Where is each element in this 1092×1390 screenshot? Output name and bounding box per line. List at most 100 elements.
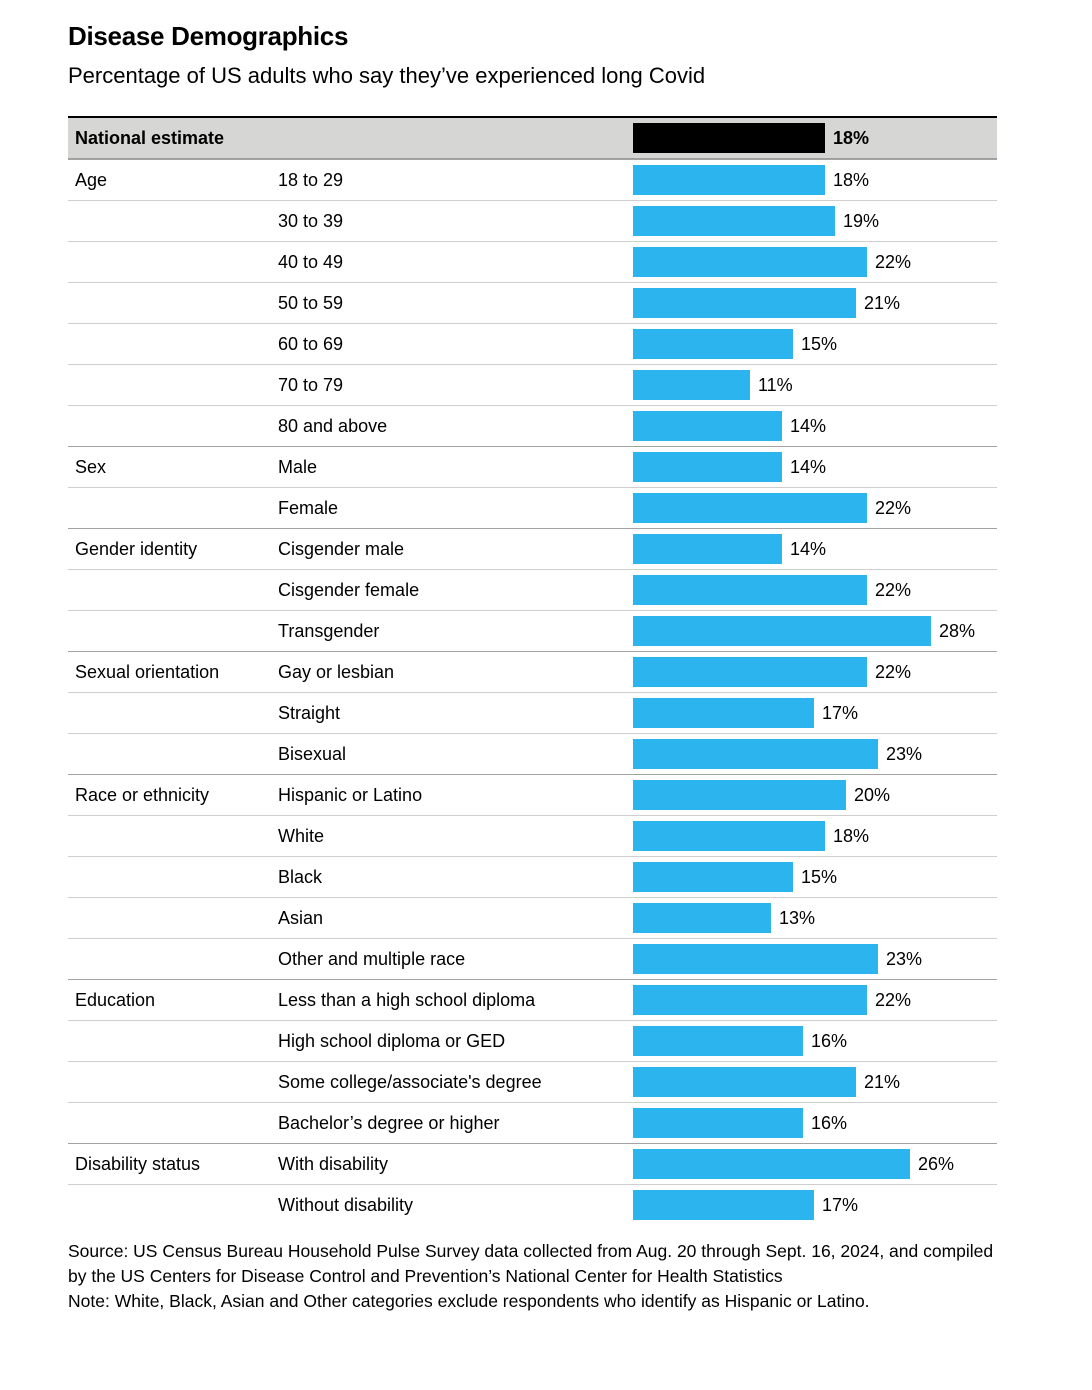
table-row: Gender identity Cisgender male 14% <box>68 528 997 569</box>
table-row: Black 15% <box>68 856 997 897</box>
item-label: Cisgender female <box>278 579 420 600</box>
value-label: 14% <box>790 415 827 436</box>
table-row: 30 to 39 19% <box>68 200 997 241</box>
bar <box>633 452 782 483</box>
bar-cell: 22% <box>633 570 997 610</box>
bar <box>633 780 846 811</box>
value-label: 18% <box>833 825 870 846</box>
value-label: 20% <box>854 784 891 805</box>
bar <box>633 411 782 442</box>
demographics-table: National estimate 18% Age 18 to 29 18% 30 t… <box>68 116 997 1225</box>
value-label: 22% <box>875 251 912 272</box>
table-row: Transgender 28% <box>68 610 997 651</box>
item-label: Cisgender male <box>278 538 405 559</box>
bar <box>633 288 856 319</box>
bar <box>633 1067 856 1098</box>
value-label: 17% <box>822 1194 859 1215</box>
bar <box>633 206 835 237</box>
table-row: 80 and above 14% <box>68 405 997 446</box>
bar-cell: 14% <box>633 447 997 487</box>
group-label: Race or ethnicity <box>75 784 210 805</box>
value-label: 11% <box>758 374 793 395</box>
bar-cell: 28% <box>633 611 997 651</box>
bar-cell: 22% <box>633 652 997 692</box>
group-label: Age <box>75 169 108 190</box>
table-row: High school diploma or GED 16% <box>68 1020 997 1061</box>
table-row: Asian 13% <box>68 897 997 938</box>
value-label: 14% <box>790 456 827 477</box>
bar-cell: 17% <box>633 693 997 733</box>
bar-cell: 21% <box>633 1062 997 1102</box>
bar-cell: 15% <box>633 324 997 364</box>
bar-cell: 23% <box>633 939 997 979</box>
item-label: Hispanic or Latino <box>278 784 423 805</box>
chart-title: Disease Demographics <box>68 21 349 51</box>
table-row: 60 to 69 15% <box>68 323 997 364</box>
table-row: Bisexual 23% <box>68 733 997 774</box>
value-label: 17% <box>822 702 859 723</box>
bar <box>633 493 867 524</box>
value-label: 15% <box>801 866 838 887</box>
bar-cell: 14% <box>633 406 997 446</box>
value-label: 22% <box>875 661 912 682</box>
table-row: 40 to 49 22% <box>68 241 997 282</box>
value-label: 23% <box>886 948 923 969</box>
bar <box>633 616 931 647</box>
item-label: Less than a high school diploma <box>278 989 536 1010</box>
item-label: 50 to 59 <box>278 292 344 313</box>
value-label: 26% <box>918 1153 955 1174</box>
item-label: 70 to 79 <box>278 374 344 395</box>
table-row: Straight 17% <box>68 692 997 733</box>
bar-cell: 22% <box>633 488 997 528</box>
table-body: Age 18 to 29 18% 30 to 39 19% 40 to 49 22% 50 t… <box>68 159 997 1225</box>
bar-cell: 18% <box>633 816 997 856</box>
value-label: 22% <box>875 497 912 518</box>
bar-cell: 19% <box>633 201 997 241</box>
bar-cell: 20% <box>633 775 997 815</box>
bar-cell: 26% <box>633 1144 997 1184</box>
bar <box>633 1149 910 1180</box>
item-label: 40 to 49 <box>278 251 344 272</box>
bar <box>633 329 793 360</box>
bar-cell: 22% <box>633 242 997 282</box>
value-label: 19% <box>843 210 880 231</box>
bar-cell: 16% <box>633 1103 997 1143</box>
table-row: White 18% <box>68 815 997 856</box>
bar <box>633 903 771 934</box>
bar <box>633 739 878 770</box>
item-label: Black <box>278 866 323 887</box>
item-label: 18 to 29 <box>278 169 344 190</box>
table-row: Sex Male 14% <box>68 446 997 487</box>
value-label: 28% <box>939 620 976 641</box>
table-row: Bachelor’s degree or higher 16% <box>68 1102 997 1143</box>
chart-subtitle: Percentage of US adults who say they’ve … <box>68 62 706 88</box>
value-label: 16% <box>811 1030 848 1051</box>
item-label: Female <box>278 497 339 518</box>
table-row: Some college/associate's degree 21% <box>68 1061 997 1102</box>
bar-cell: 18% <box>633 160 997 200</box>
item-label: White <box>278 825 325 846</box>
national-estimate-bar <box>633 123 825 154</box>
bar-cell: 17% <box>633 1185 997 1225</box>
group-label: Sex <box>75 456 107 477</box>
value-label: 21% <box>864 1071 901 1092</box>
item-label: Bachelor’s degree or higher <box>278 1112 500 1133</box>
value-label: 13% <box>779 907 816 928</box>
item-label: Male <box>278 456 318 477</box>
table-row: Female 22% <box>68 487 997 528</box>
bar <box>633 698 814 729</box>
table-row: Race or ethnicity Hispanic or Latino 20% <box>68 774 997 815</box>
source-note: Source: US Census Bureau Household Pulse… <box>68 1241 994 1287</box>
group-label: Disability status <box>75 1153 201 1174</box>
bar-cell: 22% <box>633 980 997 1020</box>
bar-cell: 13% <box>633 898 997 938</box>
value-label: 16% <box>811 1112 848 1133</box>
table-row: Cisgender female 22% <box>68 569 997 610</box>
bar <box>633 862 793 893</box>
item-label: 60 to 69 <box>278 333 344 354</box>
bar-cell: 14% <box>633 529 997 569</box>
national-bar-cell: 18% <box>633 118 997 158</box>
value-label: 14% <box>790 538 827 559</box>
item-label: Transgender <box>278 620 380 641</box>
